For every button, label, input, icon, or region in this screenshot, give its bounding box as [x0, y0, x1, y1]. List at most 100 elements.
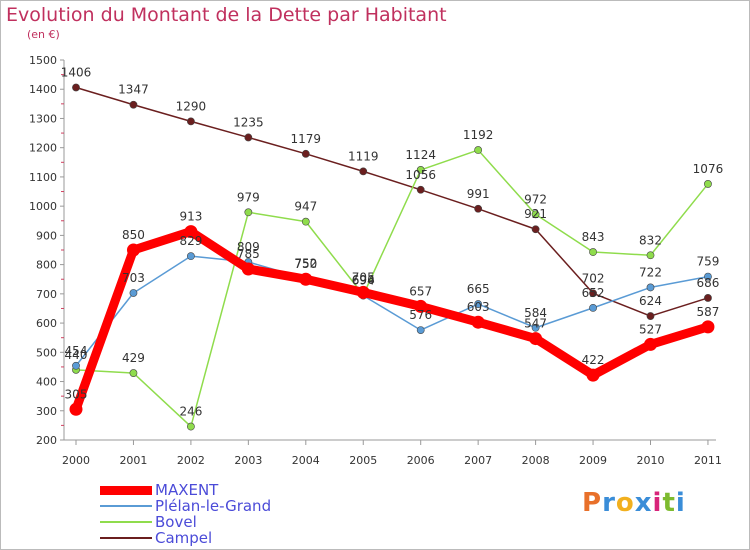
y-tick-label: 600: [36, 317, 57, 330]
legend-swatch: [100, 537, 152, 539]
y-tick-label: 1300: [29, 112, 57, 125]
data-point-bovel: [129, 369, 138, 377]
y-tick-label: 300: [36, 405, 57, 418]
data-point-maxent: [529, 332, 543, 346]
y-tick-label: 200: [36, 434, 57, 447]
data-point-maxent: [184, 225, 198, 239]
data-point-campel: [589, 289, 597, 298]
data-point-campel: [704, 294, 712, 302]
data-label-maxent: 657: [409, 284, 432, 298]
data-label-maxent: 785: [237, 247, 260, 261]
logo-letter: t: [662, 488, 676, 518]
legend-label: Bovel: [155, 513, 197, 531]
data-point-bovel: [474, 146, 483, 154]
data-label-plelan-le-grand: 454: [65, 344, 88, 358]
data-label-maxent: 587: [696, 305, 719, 319]
data-point-maxent: [299, 272, 313, 286]
data-point-bovel: [301, 217, 310, 226]
data-label-maxent: 603: [467, 300, 490, 314]
data-label-maxent: 305: [65, 387, 88, 401]
data-point-maxent: [644, 337, 657, 351]
data-point-bovel: [531, 210, 540, 219]
data-point-maxent: [414, 299, 428, 313]
data-label-plelan-le-grand: 809: [237, 240, 260, 254]
data-point-plelan-le-grand: [704, 272, 712, 281]
data-label-campel: 702: [582, 271, 605, 285]
y-tick-label: 800: [36, 259, 57, 272]
data-label-plelan-le-grand: 752: [294, 257, 317, 271]
y-tick-label: 1500: [29, 54, 57, 67]
data-label-plelan-le-grand: 652: [582, 286, 605, 300]
series-line-bovel: [75, 149, 709, 428]
data-point-campel: [129, 100, 138, 109]
x-tick-label: 2004: [292, 454, 320, 467]
data-point-bovel: [704, 180, 712, 188]
x-tick-label: 2010: [637, 454, 665, 467]
x-tick-label: 2008: [522, 454, 550, 467]
data-point-campel: [186, 117, 195, 126]
data-label-campel: 624: [639, 294, 662, 308]
data-point-campel: [301, 149, 310, 158]
data-point-plelan-le-grand: [474, 300, 483, 308]
data-label-plelan-le-grand: 759: [696, 255, 719, 269]
data-label-plelan-le-grand: 584: [524, 306, 547, 320]
data-label-maxent: 750: [294, 257, 317, 271]
data-point-campel: [646, 312, 655, 320]
legend-swatch: [100, 505, 152, 507]
logo-letter: i: [675, 488, 686, 518]
data-point-plelan-le-grand: [72, 361, 80, 370]
data-label-bovel: 696: [352, 273, 375, 287]
data-label-campel: 686: [696, 276, 719, 290]
data-label-campel: 1179: [291, 132, 322, 146]
logo-letter: x: [634, 488, 653, 518]
data-point-bovel: [244, 208, 253, 217]
data-label-plelan-le-grand: 694: [352, 274, 375, 288]
x-tick-label: 2002: [177, 454, 205, 467]
data-point-bovel: [589, 248, 597, 256]
x-tick-label: 2011: [694, 454, 722, 467]
legend-label: Campel: [155, 529, 213, 547]
data-label-maxent: 422: [582, 353, 605, 367]
data-label-bovel: 972: [524, 192, 547, 206]
y-tick-label: 1100: [29, 171, 57, 184]
data-label-campel: 1119: [348, 149, 379, 163]
legend-label: MAXENT: [155, 481, 219, 499]
data-point-maxent: [241, 262, 255, 276]
data-point-plelan-le-grand: [589, 303, 597, 312]
data-label-bovel: 429: [122, 351, 145, 365]
data-label-campel: 921: [524, 207, 547, 221]
y-tick-label: 1200: [29, 142, 57, 155]
data-point-plelan-le-grand: [646, 283, 655, 292]
data-point-maxent: [701, 320, 715, 334]
data-point-plelan-le-grand: [186, 252, 195, 261]
data-label-campel: 991: [467, 187, 490, 201]
data-point-campel: [359, 167, 368, 176]
data-label-maxent: 527: [639, 322, 662, 336]
data-point-campel: [72, 83, 80, 92]
data-label-bovel: 1192: [463, 128, 494, 142]
data-point-campel: [531, 225, 540, 234]
data-label-plelan-le-grand: 829: [179, 234, 202, 248]
data-point-maxent: [356, 285, 370, 299]
data-label-bovel: 1076: [693, 162, 724, 176]
logo-letter: o: [615, 488, 635, 518]
chart-subtitle: (en €): [27, 28, 60, 41]
data-label-bovel: 832: [639, 233, 662, 247]
series-line-plelan-le-grand: [75, 255, 709, 367]
y-tick-label: 700: [36, 288, 57, 301]
legend-label: Plélan-le-Grand: [155, 497, 272, 515]
data-point-plelan-le-grand: [129, 289, 138, 297]
data-point-bovel: [186, 422, 195, 431]
x-tick-label: 2005: [349, 454, 377, 467]
data-label-bovel: 979: [237, 190, 260, 204]
data-label-bovel: 1124: [405, 148, 436, 162]
data-label-plelan-le-grand: 576: [409, 308, 432, 322]
y-tick-label: 400: [36, 376, 57, 389]
data-point-campel: [474, 204, 483, 213]
data-label-plelan-le-grand: 665: [467, 282, 490, 296]
data-point-maxent: [471, 315, 485, 329]
logo-letter: r: [602, 488, 616, 518]
logo-letter: P: [582, 488, 603, 518]
x-tick-label: 2009: [579, 454, 607, 467]
